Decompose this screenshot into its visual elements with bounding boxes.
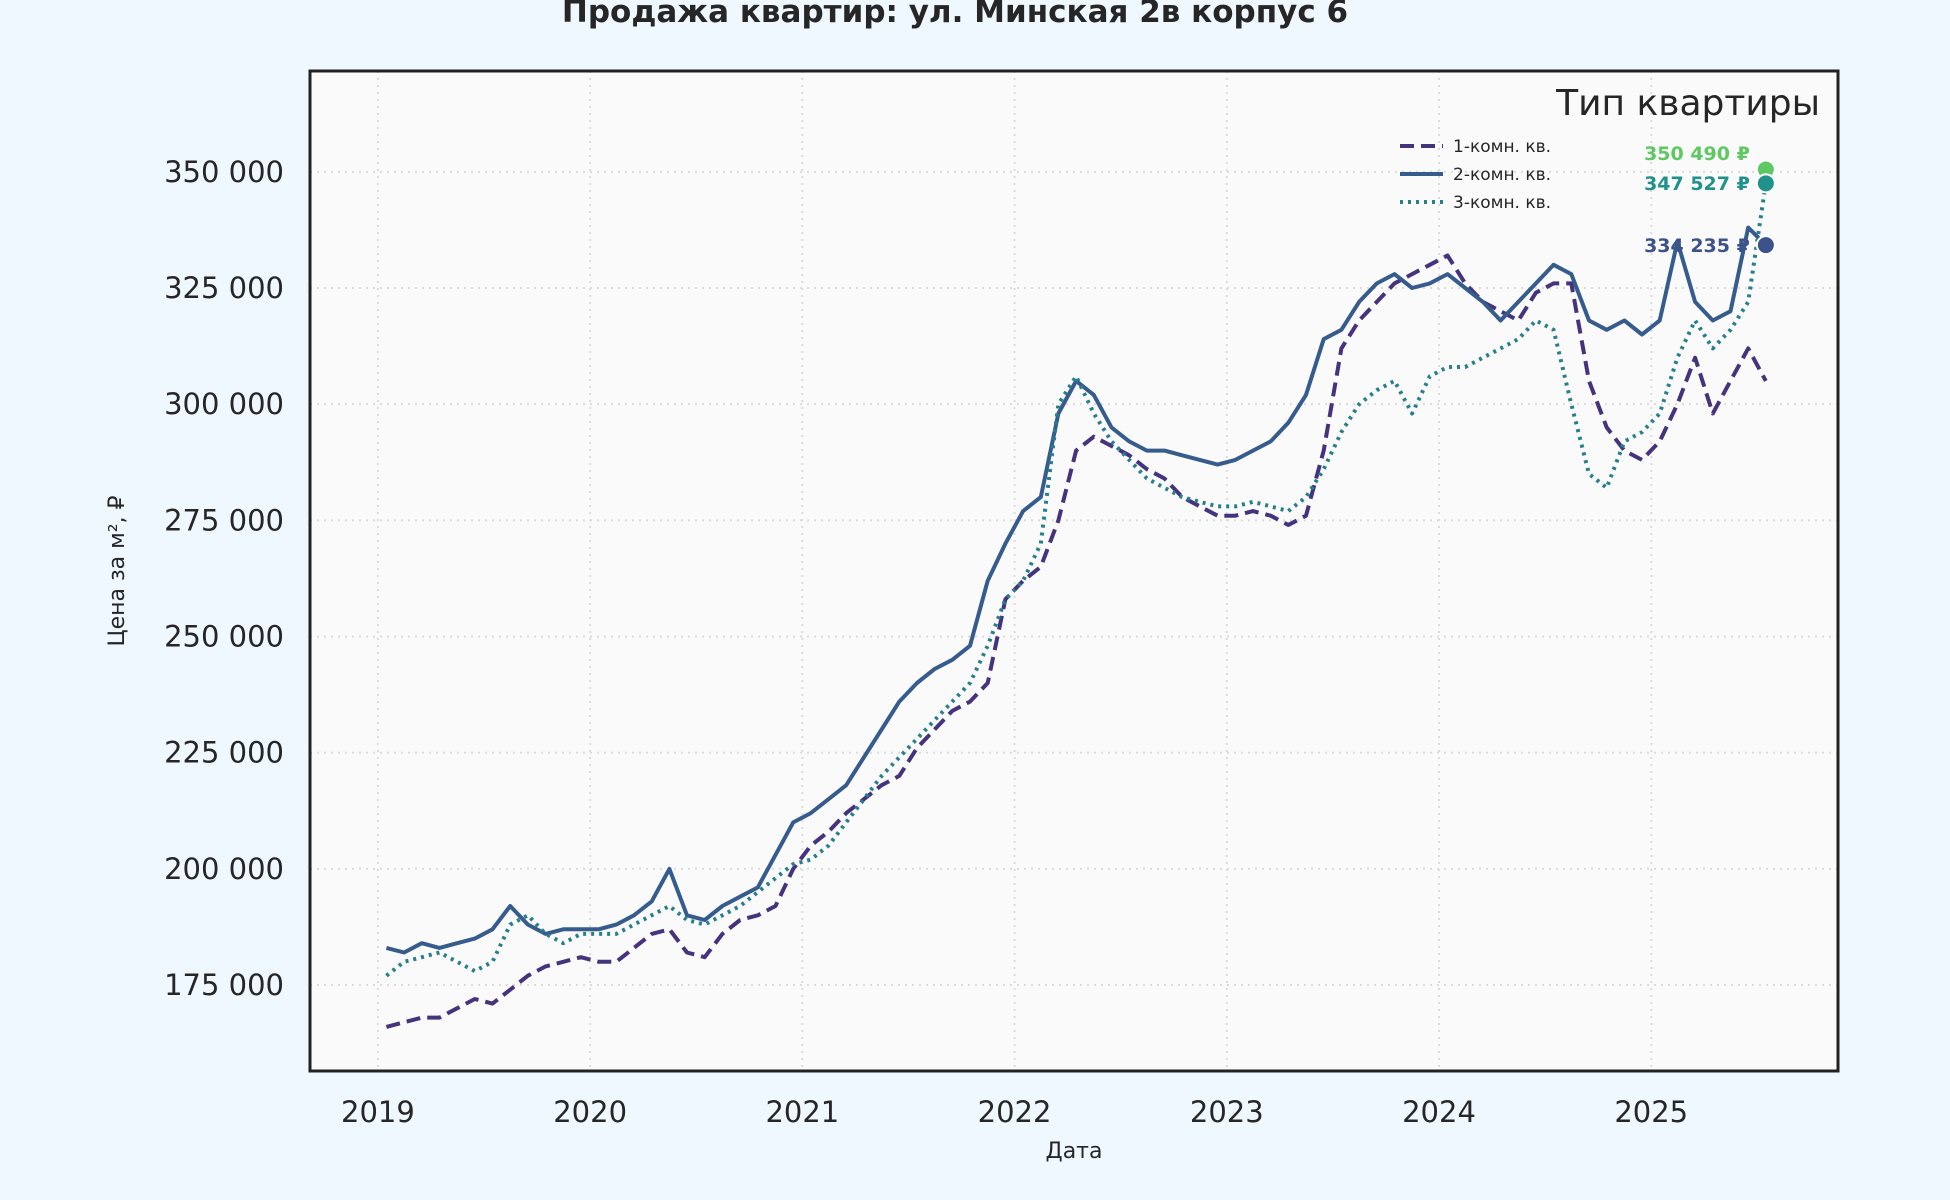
end-value-label: 347 527 ₽ xyxy=(1644,173,1750,195)
end-marker xyxy=(1755,173,1776,194)
plot-frame xyxy=(308,69,1840,1073)
y-axis-label: Цена за м², ₽ xyxy=(105,495,130,646)
x-tick-label: 2023 xyxy=(1190,1095,1264,1129)
x-tick-label: 2019 xyxy=(341,1095,415,1129)
x-axis-label: Дата xyxy=(1046,1139,1103,1164)
series-line-1 xyxy=(385,253,1768,1029)
y-tick-label: 325 000 xyxy=(164,271,284,305)
y-tick-label: 275 000 xyxy=(164,503,284,537)
x-tick-label: 2025 xyxy=(1614,1095,1688,1129)
y-tick-label: 200 000 xyxy=(164,852,284,886)
end-value-label: 350 490 ₽ xyxy=(1644,143,1750,165)
end-marker xyxy=(1755,235,1776,256)
legend-label: 2-комн. кв. xyxy=(1453,165,1551,185)
y-tick-label: 225 000 xyxy=(164,736,284,770)
x-tick-label: 2024 xyxy=(1402,1095,1476,1129)
plot-area xyxy=(310,71,1838,1071)
legend-title: Тип квартиры xyxy=(1555,83,1820,124)
y-tick-label: 175 000 xyxy=(164,968,284,1002)
x-tick-label: 2021 xyxy=(765,1095,839,1129)
y-tick-label: 300 000 xyxy=(164,387,284,421)
chart-title: Продажа квартир: ул. Минская 2в корпус 6 xyxy=(562,0,1348,30)
x-tick-label: 2022 xyxy=(978,1095,1052,1129)
x-tick-label: 2020 xyxy=(553,1095,627,1129)
end-value-label: 334 235 ₽ xyxy=(1644,235,1750,257)
y-tick-label: 350 000 xyxy=(164,155,284,189)
legend-label: 1-комн. кв. xyxy=(1453,137,1551,157)
legend: Тип квартиры 1-комн. кв. 2-комн. кв. 3-ком… xyxy=(1400,83,1820,213)
y-tick-label: 250 000 xyxy=(164,620,284,654)
legend-label: 3-комн. кв. xyxy=(1453,193,1551,213)
series-line-3 xyxy=(385,183,1768,978)
